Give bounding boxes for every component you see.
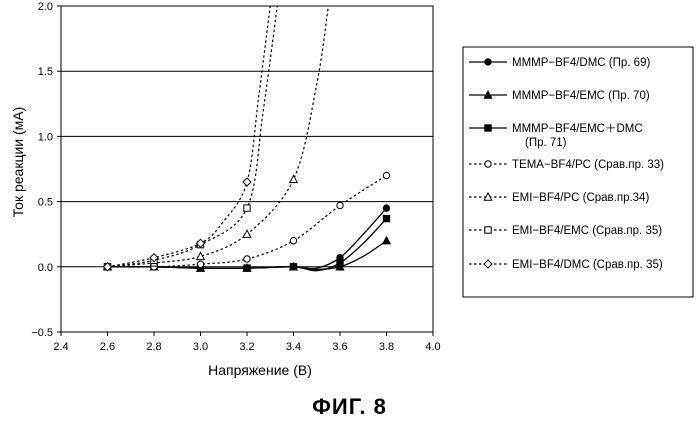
series-5-point-4 <box>243 230 251 237</box>
x-tick-label-5: 3.4 <box>286 341 301 353</box>
series-3-point-4 <box>244 265 250 271</box>
legend-label-7: EMI−BF4/DMC (Срав.пр. 35) <box>512 259 663 271</box>
x-tick-label-6: 3.6 <box>332 341 347 353</box>
series-1-point-7 <box>383 205 389 211</box>
series-6-point-4 <box>244 205 250 211</box>
x-tick-label-8: 4.0 <box>425 341 440 353</box>
legend-label-1: MMMP−BF4/DMC (Пр. 69) <box>512 57 650 69</box>
x-axis-title: Напряжение (В) <box>140 362 380 378</box>
y-tick-label-0: 2.0 <box>38 1 53 13</box>
x-tick-label-4: 3.2 <box>239 341 254 353</box>
legend-label-6: EMI−BF4/EMC (Срав.пр. 35) <box>512 225 662 237</box>
y-tick-label-3: 0.5 <box>38 197 53 209</box>
legend-marker-1 <box>485 59 491 65</box>
legend-label-2: MMMP−BF4/EMC (Пр. 70) <box>512 90 650 102</box>
plot-frame <box>61 6 433 332</box>
legend-marker-6 <box>485 227 491 233</box>
series-3 <box>104 215 389 271</box>
series-3-point-6 <box>337 260 343 266</box>
x-tick-label-7: 3.8 <box>379 341 394 353</box>
legend-marker-3 <box>485 125 491 131</box>
series-3-point-5 <box>290 264 296 270</box>
figure-label: ФИГ. 8 <box>0 394 699 420</box>
x-tick-label-2: 2.8 <box>146 341 161 353</box>
y-tick-label-2: 1.0 <box>38 131 53 143</box>
legend-label-3-line2: (Пр. 71) <box>525 137 567 149</box>
series-7 <box>104 6 271 271</box>
legend-marker-4 <box>485 161 491 167</box>
y-axis-title: Ток реакции (мА) <box>10 82 26 242</box>
series-3-point-7 <box>383 215 389 221</box>
x-tick-label-0: 2.4 <box>53 341 68 353</box>
legend-label-3: MMMP−BF4/EMC＋DMC <box>512 123 643 135</box>
legend-label-4: TEMA−BF4/PC (Срав.пр. 33) <box>512 159 664 171</box>
legend-label-5: EMI−BF4/PC (Срав.пр.34) <box>512 192 649 204</box>
plot-area: 2.0 1.5 1.0 0.5 0.0 −0.52.4 2.6 2.8 3.0 3.2 3.4 3.6… <box>31 1 440 353</box>
y-tick-label-5: −0.5 <box>31 327 53 339</box>
x-tick-label-3: 3.0 <box>193 341 208 353</box>
series-7-point-4 <box>243 178 251 186</box>
series-4-point-4 <box>244 256 250 262</box>
y-tick-label-4: 0.0 <box>38 262 53 274</box>
y-tick-label-1: 1.5 <box>38 66 53 78</box>
series-4-point-5 <box>290 238 296 244</box>
series-2-point-7 <box>383 237 391 244</box>
series-4 <box>104 172 389 270</box>
legend: MMMP−BF4/DMC (Пр. 69) MMMP−BF4/EMC (Пр. 7… <box>463 47 693 297</box>
x-tick-label-1: 2.6 <box>100 341 115 353</box>
series-4-point-7 <box>383 172 389 178</box>
series-4-point-3 <box>197 261 203 267</box>
series-4-point-6 <box>337 202 343 208</box>
series-5-point-5 <box>290 175 298 182</box>
